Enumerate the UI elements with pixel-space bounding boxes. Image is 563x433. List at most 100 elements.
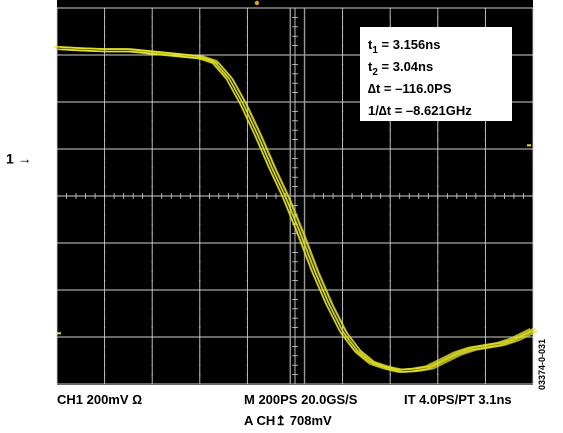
grid-dot — [389, 280, 391, 282]
grid-dot — [199, 280, 201, 282]
grid-dot — [389, 298, 391, 300]
grid-dot — [199, 7, 201, 9]
grid-dot — [199, 148, 201, 150]
grid-dot — [389, 16, 391, 18]
trigger-readout: A CH↥ 708mV — [244, 413, 332, 428]
grid-dot — [294, 298, 296, 300]
grid-dot — [151, 129, 153, 131]
grid-dot — [199, 63, 201, 65]
waveform-trace — [54, 0, 539, 373]
channel-1-marker: 1 → — [6, 150, 32, 166]
grid-dot — [104, 129, 106, 131]
grid-dot — [246, 355, 248, 357]
grid-dot — [342, 139, 344, 141]
grid-dot — [151, 374, 153, 376]
grid-dot — [294, 336, 296, 338]
grid-dot — [104, 73, 106, 75]
grid-dot — [104, 120, 106, 122]
grid-dot — [484, 374, 486, 376]
grid-dot — [151, 16, 153, 18]
grid-dot — [484, 251, 486, 253]
grid-dot — [484, 270, 486, 272]
grid-dot — [484, 308, 486, 310]
grid-dot — [342, 16, 344, 18]
grid-dot — [484, 261, 486, 263]
grid-dot — [199, 345, 201, 347]
measurement-t1: t1 = 3.156ns — [368, 37, 440, 56]
grid-dot — [437, 223, 439, 225]
grid-dot — [246, 101, 248, 103]
grid-dot — [199, 308, 201, 310]
grid-dot — [294, 157, 296, 159]
grid-dot — [246, 374, 248, 376]
grid-dot — [437, 148, 439, 150]
grid-dot — [294, 129, 296, 131]
grid-dot — [246, 223, 248, 225]
grid-dot — [294, 374, 296, 376]
grid-dot — [199, 186, 201, 188]
grid-dot — [342, 289, 344, 291]
grid-dot — [294, 355, 296, 357]
grid-dot — [294, 195, 296, 197]
grid-dot — [294, 261, 296, 263]
grid-dot — [294, 26, 296, 28]
grid-dot — [104, 195, 106, 197]
figure-id: 03374-0-031 — [537, 339, 547, 390]
grid-dot — [104, 383, 106, 385]
measurement-delta-t: ∆t = –116.0PS — [368, 81, 452, 96]
grid-dot — [342, 242, 344, 244]
grid-dot — [294, 270, 296, 272]
grid-dot — [437, 204, 439, 206]
grid-dot — [151, 317, 153, 319]
grid-dot — [151, 204, 153, 206]
grid-dot — [342, 101, 344, 103]
grid-dot — [104, 345, 106, 347]
grid-dot — [342, 82, 344, 84]
grid-dot — [199, 374, 201, 376]
grid-dot — [246, 280, 248, 282]
grid-dot — [389, 345, 391, 347]
grid-dot — [389, 148, 391, 150]
grid-dot — [199, 129, 201, 131]
grid-dot — [294, 101, 296, 103]
grid-dot — [342, 345, 344, 347]
grid-dot — [104, 54, 106, 56]
right-edge-marker — [527, 144, 531, 147]
grid-dot — [104, 327, 106, 329]
grid-dot — [389, 251, 391, 253]
grid-dot — [389, 355, 391, 357]
grid-dot — [199, 176, 201, 178]
grid-dot — [484, 280, 486, 282]
grid-dot — [294, 139, 296, 141]
grid-dot — [342, 280, 344, 282]
timebase-readout: M 200PS 20.0GS/S — [244, 392, 358, 407]
grid-dot — [104, 374, 106, 376]
grid-dot — [151, 298, 153, 300]
grid-dot — [389, 214, 391, 216]
grid-dot — [294, 280, 296, 282]
grid-dot — [199, 92, 201, 94]
trigger-position-marker — [254, 0, 260, 6]
grid-dot — [199, 298, 201, 300]
grid-dot — [294, 63, 296, 65]
grid-dot — [342, 195, 344, 197]
grid-dot — [437, 336, 439, 338]
grid-dot — [294, 242, 296, 244]
grid-dot — [104, 167, 106, 169]
grid-dot — [294, 327, 296, 329]
grid-dot — [151, 195, 153, 197]
grid-dot — [104, 92, 106, 94]
grid-dot — [437, 16, 439, 18]
grid-dot — [246, 270, 248, 272]
grid-dot — [104, 157, 106, 159]
grid-dot — [389, 157, 391, 159]
grid-dot — [294, 45, 296, 47]
grid-dot — [199, 110, 201, 112]
grid-dot — [151, 364, 153, 366]
grid-dot — [294, 345, 296, 347]
grid-dot — [389, 336, 391, 338]
grid-dot — [484, 355, 486, 357]
grid-dot — [151, 327, 153, 329]
grid-dot — [294, 204, 296, 206]
grid-dot — [199, 383, 201, 385]
